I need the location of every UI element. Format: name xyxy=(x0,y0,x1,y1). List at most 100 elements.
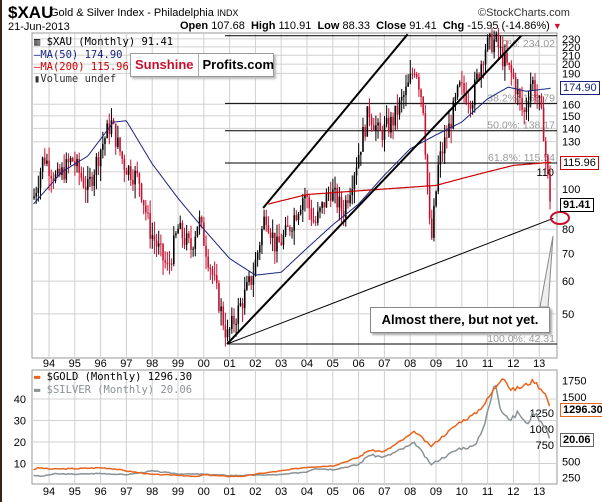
x-tick-label: 05 xyxy=(327,358,339,370)
low-label: Low xyxy=(317,20,340,32)
candle-body xyxy=(97,156,100,167)
candle-body xyxy=(368,106,371,118)
high-value: 110.91 xyxy=(278,20,312,32)
candle-body xyxy=(248,276,250,283)
candle-body xyxy=(172,235,175,264)
candle-body xyxy=(108,123,111,134)
x-tick-label: 03 xyxy=(275,486,287,498)
candle-body xyxy=(501,46,504,67)
candle-body xyxy=(160,243,162,245)
candle-body xyxy=(289,226,291,232)
candle-body xyxy=(179,222,182,229)
x-tick-label: 06 xyxy=(352,486,364,498)
candle-body xyxy=(207,256,209,268)
trendline xyxy=(226,217,554,345)
candle-body xyxy=(489,33,491,38)
candle-body xyxy=(102,143,104,150)
legend-silver: ▬ $SILVER (Monthly) 20.06 xyxy=(34,384,192,396)
x-tick-label: 00 xyxy=(198,486,210,498)
x-tick-label: 12 xyxy=(507,358,519,370)
candle-body xyxy=(39,171,42,188)
candle-body xyxy=(243,289,246,309)
subtitle-text: Gold & Silver Index - Philadelphia xyxy=(50,7,214,19)
x-tick-label: 94 xyxy=(43,358,55,370)
candle-body xyxy=(43,157,46,164)
candle-body xyxy=(282,235,285,246)
candle-body xyxy=(360,151,362,155)
candle-body xyxy=(461,82,463,84)
candle-body xyxy=(437,164,440,192)
open-value: 107.68 xyxy=(211,20,245,32)
candle-body xyxy=(323,202,326,208)
candle-body xyxy=(78,158,80,173)
candle-body xyxy=(375,125,377,131)
x-tick-label: 03 xyxy=(275,358,287,370)
candle-body xyxy=(93,174,96,186)
candle-body xyxy=(362,126,364,152)
candle-body xyxy=(209,267,212,270)
candle-body xyxy=(228,328,231,330)
legend-main-text: $XAU (Monthly) 91.41 xyxy=(46,36,174,48)
low-value: 88.33 xyxy=(342,20,371,32)
candle-body xyxy=(549,174,551,202)
candle-body xyxy=(271,232,274,239)
ohlc-readout: Open 107.68 High 110.91 Low 88.33 Close … xyxy=(180,20,562,32)
x-tick-label: 10 xyxy=(456,358,468,370)
candle-body xyxy=(284,225,287,236)
y-tick-label: 160 xyxy=(562,99,580,111)
trendline xyxy=(262,33,409,209)
candle-body xyxy=(353,175,356,190)
candle-body xyxy=(82,177,85,187)
candle-body xyxy=(200,216,203,223)
candle-body xyxy=(69,158,72,163)
candle-body xyxy=(134,170,136,185)
legend-ma50: —MA(50) 174.90 xyxy=(34,49,123,61)
x-tick-label: 96 xyxy=(94,486,106,498)
candle-body xyxy=(190,238,192,250)
candle-body xyxy=(213,274,216,276)
candle-body xyxy=(239,303,242,306)
candle-body xyxy=(63,167,65,180)
candle-body xyxy=(291,230,293,232)
candle-body xyxy=(33,196,35,199)
x-tick-label: 09 xyxy=(430,358,442,370)
candle-body xyxy=(433,205,435,238)
candle-body xyxy=(129,166,132,180)
candle-body xyxy=(185,233,188,245)
candle-body xyxy=(147,212,149,214)
candle-body xyxy=(430,218,433,238)
right-tick-label: 1000 xyxy=(530,424,554,436)
legend-ma200-text: MA(200) 115.96 xyxy=(40,61,129,73)
candle-body xyxy=(35,192,37,197)
candle-body xyxy=(372,124,375,131)
y-tick-label: 230 xyxy=(562,34,580,46)
x-tick-label: 95 xyxy=(69,358,81,370)
x-tick-label: 02 xyxy=(249,358,261,370)
candle-body xyxy=(295,215,298,221)
candle-body xyxy=(547,155,549,175)
candle-body xyxy=(226,329,229,338)
candle-body xyxy=(258,245,261,253)
candle-body xyxy=(132,179,134,185)
x-tick-label: 01 xyxy=(223,358,235,370)
candle-body xyxy=(151,235,154,239)
candle-body xyxy=(484,49,487,65)
candle-body xyxy=(170,263,173,265)
candle-body xyxy=(403,95,405,97)
logo-part2: Profits.com xyxy=(202,57,275,72)
candle-body xyxy=(175,233,177,236)
main-panel xyxy=(31,32,558,359)
fibonacci-label: 50.0%: 138.17 xyxy=(487,120,555,132)
candle-body xyxy=(456,85,459,97)
candle-body xyxy=(110,120,113,134)
candle-body xyxy=(194,236,197,249)
candle-body xyxy=(241,303,244,309)
candle-body xyxy=(246,282,248,290)
x-tick-label: 08 xyxy=(404,358,416,370)
candle-body xyxy=(235,324,237,326)
candle-body xyxy=(491,33,493,53)
candle-body xyxy=(420,89,422,98)
candle-body xyxy=(396,105,399,115)
candle-body xyxy=(364,126,366,137)
candle-body xyxy=(181,222,184,239)
